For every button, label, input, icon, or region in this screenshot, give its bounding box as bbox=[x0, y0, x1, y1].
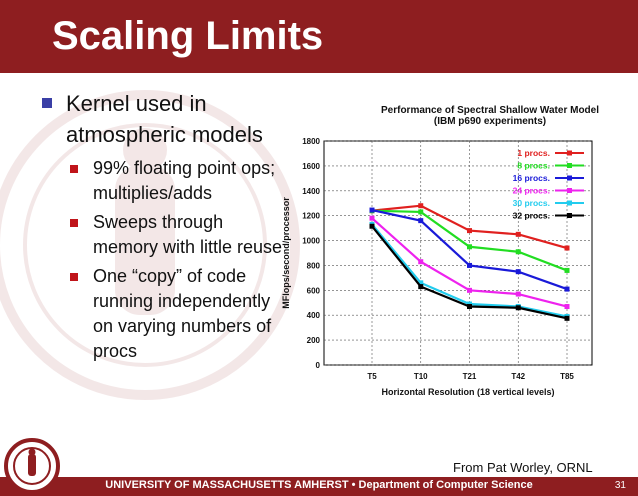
line-chart-svg: 0 200 400 600 800 1000 1200 1400 1600 1800 T5 T10 T2… bbox=[281, 137, 593, 397]
legend-marker bbox=[567, 150, 572, 156]
legend-marker bbox=[567, 213, 572, 218]
legend-label: 16 procs. bbox=[513, 173, 550, 183]
x-tick-label: T10 bbox=[414, 372, 428, 381]
footer-text: UNIVERSITY OF MASSACHUSETTS AMHERST • De… bbox=[105, 479, 533, 491]
legend-marker bbox=[567, 175, 572, 181]
chart-title: Performance of Spectral Shallow Water Mo… bbox=[380, 105, 599, 116]
chart-title-block: Performance of Spectral Shallow Water Mo… bbox=[360, 105, 620, 127]
data-point bbox=[418, 284, 424, 290]
data-point bbox=[515, 291, 521, 297]
y-tick-label: 800 bbox=[307, 261, 321, 270]
bullet-square-icon bbox=[42, 98, 52, 108]
title-bar: Scaling Limits bbox=[0, 0, 638, 73]
data-point bbox=[564, 315, 570, 321]
data-point bbox=[418, 209, 424, 215]
x-tick-label: T5 bbox=[367, 372, 377, 381]
data-point bbox=[418, 259, 424, 265]
legend-label: 30 procs. bbox=[513, 198, 550, 208]
page-number: 31 bbox=[614, 480, 626, 491]
y-tick-label: 1600 bbox=[302, 162, 320, 171]
data-point bbox=[418, 203, 424, 209]
y-axis-label: MFlops/second/processor bbox=[281, 197, 291, 309]
y-tick-label: 600 bbox=[307, 286, 321, 295]
legend-label: 32 procs. bbox=[513, 211, 550, 221]
x-tick-label: T42 bbox=[511, 372, 525, 381]
bullet-square-icon bbox=[70, 219, 78, 227]
data-point bbox=[564, 245, 570, 251]
data-point bbox=[515, 305, 521, 311]
sub-bullet-item: One “copy” of code running independently… bbox=[68, 264, 290, 364]
x-tick-label: T21 bbox=[463, 372, 477, 381]
data-point bbox=[467, 304, 472, 310]
data-point bbox=[564, 286, 570, 292]
data-point bbox=[467, 244, 472, 250]
data-point bbox=[515, 249, 521, 255]
data-point bbox=[418, 280, 424, 286]
bullet-item: Kernel used in atmospheric models bbox=[40, 88, 290, 150]
source-credit: From Pat Worley, ORNL bbox=[453, 460, 593, 475]
data-point bbox=[467, 287, 472, 293]
legend-label: 24 procs. bbox=[513, 186, 550, 196]
data-point bbox=[418, 218, 424, 224]
sub-bullet-item: 99% floating point ops; multiplies/adds bbox=[68, 156, 290, 206]
data-point bbox=[467, 228, 472, 234]
y-tick-label: 1200 bbox=[302, 212, 320, 221]
slide-title: Scaling Limits bbox=[52, 14, 324, 58]
legend-label: 1 procs. bbox=[517, 148, 550, 158]
y-tick-label: 400 bbox=[307, 311, 321, 320]
sub-bullet-list: 99% floating point ops; multiplies/adds … bbox=[68, 156, 290, 364]
data-point bbox=[369, 215, 375, 221]
university-seal-icon bbox=[4, 438, 60, 494]
university-seal-watermark bbox=[0, 90, 300, 400]
data-point bbox=[564, 267, 570, 273]
data-point bbox=[369, 223, 375, 229]
y-tick-label: 200 bbox=[307, 336, 321, 345]
bullet-square-icon bbox=[70, 165, 78, 173]
data-point bbox=[467, 262, 472, 268]
sub-bullet-item: Sweeps through memory with little reuse bbox=[68, 210, 290, 260]
chart-subtitle: (IBM p690 experiments) bbox=[433, 116, 547, 127]
footer-bar: UNIVERSITY OF MASSACHUSETTS AMHERST • De… bbox=[0, 477, 638, 496]
bullet-square-icon bbox=[70, 273, 78, 281]
y-tick-label: 1400 bbox=[302, 187, 320, 196]
data-point bbox=[515, 269, 521, 275]
sub-bullet-text: Sweeps through memory with little reuse bbox=[93, 212, 283, 257]
y-tick-label: 1800 bbox=[302, 137, 320, 146]
x-tick-label: T85 bbox=[560, 372, 574, 381]
sub-bullet-text: One “copy” of code running independently… bbox=[93, 266, 272, 361]
y-tick-label: 1000 bbox=[302, 237, 320, 246]
x-axis-label: Horizontal Resolution (18 vertical level… bbox=[381, 387, 554, 397]
data-point bbox=[515, 231, 521, 237]
y-tick-label: 0 bbox=[316, 361, 321, 370]
performance-chart: Performance of Spectral Shallow Water Mo… bbox=[272, 103, 632, 413]
sub-bullet-text: 99% floating point ops; multiplies/adds bbox=[93, 158, 276, 203]
data-point bbox=[564, 304, 570, 310]
legend-marker bbox=[567, 163, 572, 168]
bullet-list: Kernel used in atmospheric models 99% fl… bbox=[40, 88, 290, 368]
legend-marker bbox=[567, 200, 572, 206]
legend-label: 8 procs. bbox=[517, 161, 550, 171]
bullet-text: Kernel used in atmospheric models bbox=[66, 91, 263, 147]
legend-marker bbox=[567, 188, 572, 193]
plot-frame bbox=[323, 140, 593, 366]
data-point bbox=[369, 207, 375, 213]
